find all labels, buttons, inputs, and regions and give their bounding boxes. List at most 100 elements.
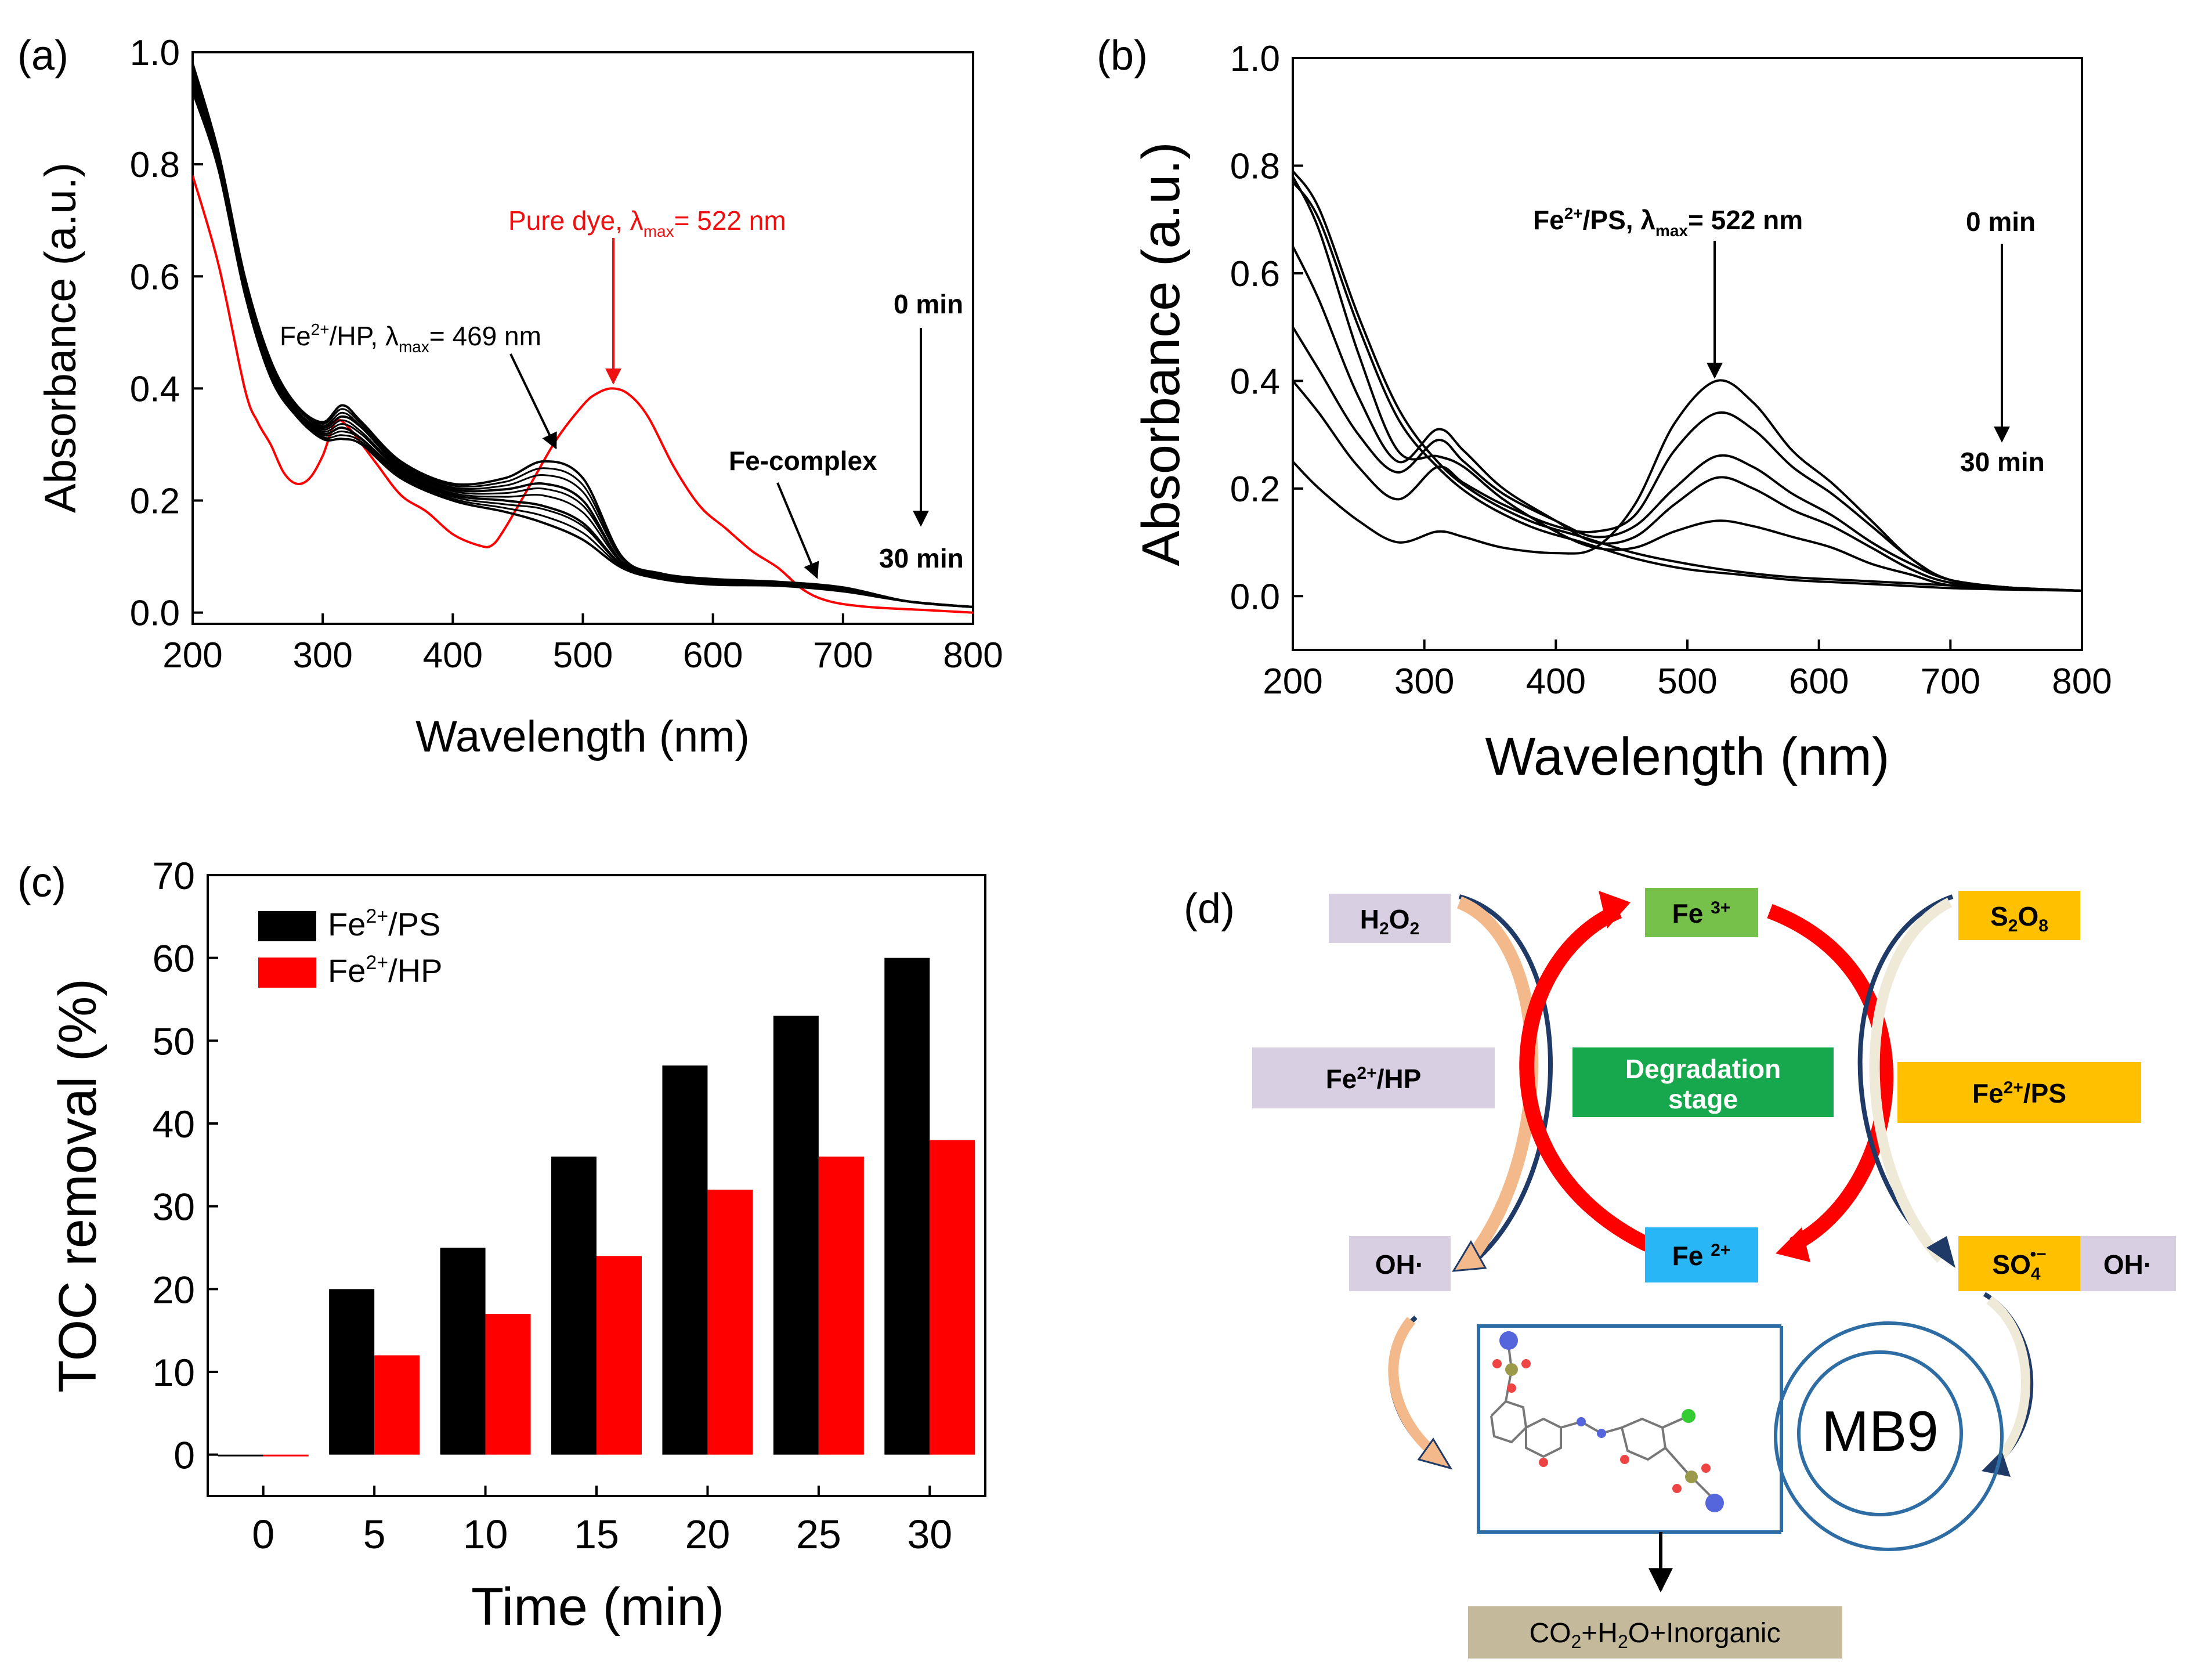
molecule-atom-o6 xyxy=(1672,1484,1682,1493)
panel-a-fe-complex: Fe-complex xyxy=(729,446,877,476)
panel-c-bar-feps xyxy=(329,1289,375,1455)
panel-b-ytick-label: 0.6 xyxy=(1230,254,1280,294)
red-arrowhead-up xyxy=(1599,891,1631,928)
panel-a-ticks: 200 300 400 500 600 700 800 0.0 0.2 0.4 0.6 0.8 1.0 xyxy=(130,33,1003,675)
molecule-atom-o3 xyxy=(1507,1383,1516,1393)
molecule-atom-o4 xyxy=(1539,1458,1548,1467)
fehp-box: Fe2+/HP xyxy=(1252,1047,1495,1108)
h2o2-box: H2O2 xyxy=(1329,894,1451,943)
panel-c-ytick-label: 0 xyxy=(173,1434,195,1477)
panel-c-xtick-label: 5 xyxy=(363,1512,386,1557)
panel-c-ticks: 0 10 20 30 40 50 60 70 0 5 10 15 20 25 30 xyxy=(153,854,953,1557)
legend-label-feps: Fe2+/PS xyxy=(328,905,440,942)
panel-c-ytick-label: 40 xyxy=(153,1103,195,1146)
panel-a-xtick-label: 300 xyxy=(292,635,352,675)
panel-b-ytick-label: 0.0 xyxy=(1230,577,1280,617)
svg-text:stage: stage xyxy=(1668,1084,1738,1114)
panel-b-ytick-label: 1.0 xyxy=(1230,39,1280,79)
svg-text:Fe2+/PS: Fe2+/PS xyxy=(1972,1078,2066,1108)
red-arc-down xyxy=(1767,904,1893,1252)
panel-a-ytick-label: 0.4 xyxy=(130,369,180,409)
panel-a-series-line xyxy=(193,175,973,614)
panel-b-feps-annotation: Fe2+/PS, λmax= 522 nm xyxy=(1533,204,1803,240)
molecule-bonds xyxy=(1490,1346,1713,1498)
mb9-structure: MB9 xyxy=(1477,1321,2004,1551)
panel-c: (c) 0 10 20 30 40 50 60 70 0 5 10 15 20 25 30 Fe2+/PS … xyxy=(17,854,986,1636)
molecule-atom-na1 xyxy=(1499,1331,1518,1350)
panel-b-xlabel: Wavelength (nm) xyxy=(1485,727,1889,786)
panel-b-xtick-label: 200 xyxy=(1263,662,1322,702)
fe3-box: Fe 3+ xyxy=(1645,888,1758,937)
panel-c-bar-fehp xyxy=(374,1355,420,1455)
panel-c-ytick-label: 20 xyxy=(153,1268,195,1311)
panel-b-series xyxy=(1293,170,2082,592)
mb9-inner-circle xyxy=(1797,1350,1963,1516)
molecule-atom-o5 xyxy=(1620,1455,1629,1464)
panel-a-ytick-label: 0.8 xyxy=(130,145,180,185)
oh-arrowhead xyxy=(1417,1437,1453,1470)
right-curve-light xyxy=(1869,897,1953,1263)
panel-b-series-line xyxy=(1293,326,2082,592)
panel-c-xtick-label: 0 xyxy=(252,1512,274,1557)
panel-c-xtick-label: 25 xyxy=(796,1512,841,1557)
svg-text:OH·: OH· xyxy=(2103,1249,2152,1280)
panel-c-bars xyxy=(218,958,975,1457)
panel-c-ytick-label: 60 xyxy=(153,937,195,980)
panel-b-xtick-label: 700 xyxy=(1921,662,1980,702)
panel-c-label: (c) xyxy=(17,859,66,906)
svg-text:Fe 2+: Fe 2+ xyxy=(1672,1241,1731,1271)
panel-b-xtick-label: 800 xyxy=(2052,662,2112,702)
panel-b-label: (b) xyxy=(1097,32,1148,79)
molecule-atom-cl xyxy=(1682,1409,1696,1423)
red-arrowhead-down xyxy=(1776,1227,1810,1262)
panel-b-xtick-label: 500 xyxy=(1657,662,1717,702)
panel-a-xtick-label: 500 xyxy=(553,635,613,675)
panel-c-xtick-label: 10 xyxy=(463,1512,508,1557)
panel-c-xtick-label: 15 xyxy=(574,1512,619,1557)
svg-text:S2O8: S2O8 xyxy=(1990,901,2048,935)
panel-c-bar-fehp xyxy=(485,1314,531,1455)
molecule-atom-o2 xyxy=(1521,1359,1531,1368)
panel-c-bar-fehp xyxy=(597,1256,642,1455)
products-box: CO2+H2O+Inorganic xyxy=(1468,1606,1842,1659)
panel-b-xtick-label: 300 xyxy=(1394,662,1454,702)
panel-b-ytick-label: 0.4 xyxy=(1230,362,1280,402)
molecule-atom-na2 xyxy=(1705,1494,1724,1512)
mb9-outer-circle xyxy=(1774,1321,2004,1551)
panel-b-time-end: 30 min xyxy=(1960,447,2045,477)
left-arrowhead xyxy=(1452,1240,1487,1272)
panel-d: (d) H2O2 Fe 3+ S2O8 xyxy=(1184,886,2176,1659)
so4-box: SO4•− xyxy=(1958,1236,2080,1291)
panel-a-ytick-label: 0.2 xyxy=(130,482,180,522)
panel-a-xtick-label: 600 xyxy=(683,635,743,675)
svg-text:SO4•−: SO4•− xyxy=(1992,1245,2046,1284)
fe2-box: Fe 2+ xyxy=(1645,1227,1758,1282)
panel-a-series xyxy=(193,63,973,614)
panel-a-ytick-label: 0.0 xyxy=(130,594,180,634)
panel-c-bar-fehp xyxy=(818,1157,864,1455)
panel-b-frame xyxy=(1292,57,2083,651)
panel-a-xlabel: Wavelength (nm) xyxy=(415,712,750,761)
panel-c-ytick-label: 30 xyxy=(153,1186,195,1229)
panel-a: (a) 200 300 400 500 600 700 800 0.0 0.2 0.4 0.6 0.8… xyxy=(17,32,1003,761)
mb9-label: MB9 xyxy=(1821,1399,1939,1463)
panel-b-ticks: 200 300 400 500 600 700 800 0.0 0.2 0.4 0.6 0.8 1.0 xyxy=(1230,39,2112,702)
molecule-atom-s2 xyxy=(1685,1471,1698,1483)
s2o8-box: S2O8 xyxy=(1958,891,2080,940)
legend-label-fehp: Fe2+/HP xyxy=(328,952,442,989)
svg-text:CO2+H2O+Inorganic: CO2+H2O+Inorganic xyxy=(1529,1618,1780,1652)
legend-swatch-feps xyxy=(258,911,316,941)
panel-c-bar-fehp xyxy=(930,1140,975,1455)
panel-c-bar-fehp xyxy=(263,1454,309,1457)
molecule-frame xyxy=(1477,1324,1781,1534)
panel-c-bar-feps xyxy=(551,1157,597,1455)
panel-a-fehp-annotation: Fe2+/HP, λmax= 469 nm xyxy=(280,320,541,356)
panel-a-fe-complex-arrow xyxy=(776,482,819,579)
panel-c-bar-feps xyxy=(440,1248,486,1455)
molecule-atom-n1 xyxy=(1577,1417,1586,1426)
molecule-atom-o1 xyxy=(1492,1359,1502,1368)
panel-a-xtick-label: 400 xyxy=(423,635,483,675)
molecule-atom-o7 xyxy=(1701,1464,1711,1473)
panel-b-ylabel: Absorbance (a.u.) xyxy=(1131,142,1191,566)
